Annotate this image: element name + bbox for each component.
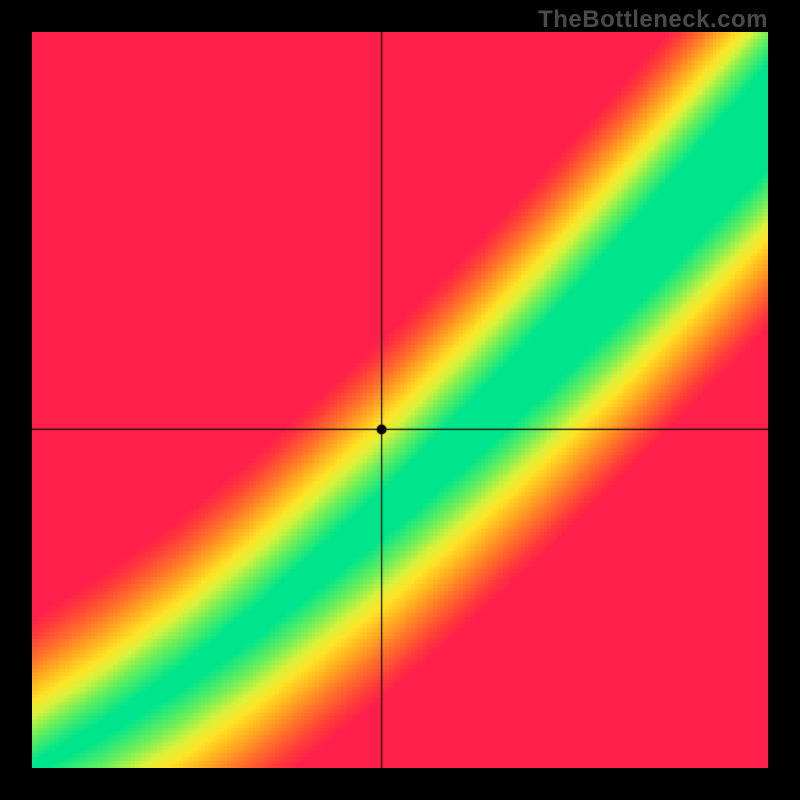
- watermark-label: TheBottleneck.com: [538, 6, 768, 34]
- page-frame: TheBottleneck.com: [0, 0, 800, 800]
- bottleneck-heatmap: [32, 32, 768, 768]
- heatmap-canvas: [32, 32, 768, 768]
